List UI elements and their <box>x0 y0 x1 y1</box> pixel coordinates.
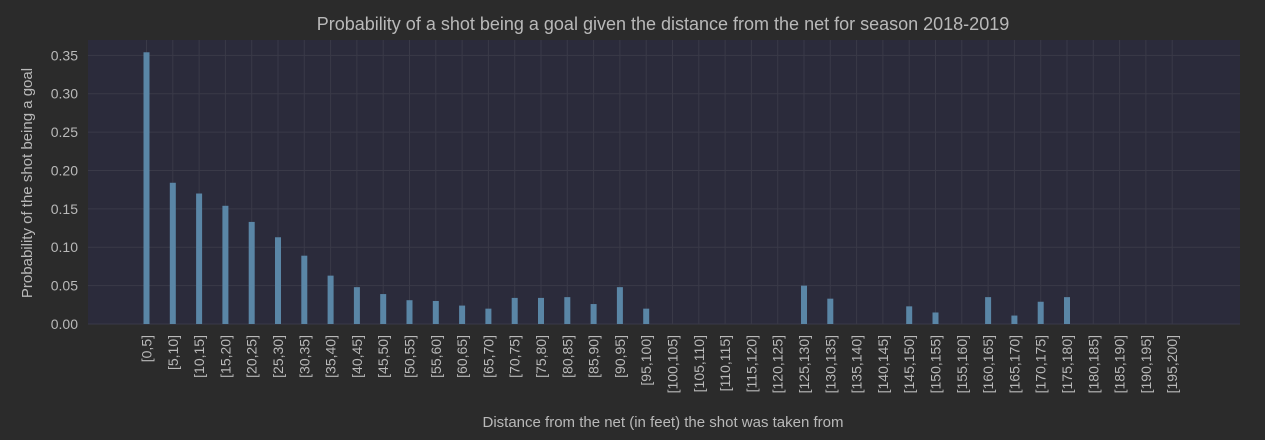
x-tick-label: [175,180] <box>1059 335 1075 393</box>
x-tick-label: [5,10] <box>165 335 181 370</box>
y-tick-label: 0.35 <box>51 47 78 63</box>
x-tick-label: [65,70] <box>480 335 496 378</box>
x-tick-label: [115,120] <box>743 335 759 392</box>
bar-30 <box>932 312 939 324</box>
x-axis-ticks: [0,5] [5,10] [10,15] [15,20] [20,25] [25,30] [… <box>139 335 1181 393</box>
x-tick-label: [185,190] <box>1112 335 1128 393</box>
bar-7 <box>327 275 334 324</box>
x-tick-label: [140,145] <box>875 335 891 393</box>
bar-4 <box>248 221 255 324</box>
x-tick-label: [15,20] <box>217 335 233 378</box>
x-tick-label: [165,170] <box>1006 335 1022 393</box>
x-tick-label: [90,95] <box>612 335 628 378</box>
bar-32 <box>985 297 992 324</box>
bar-34 <box>1037 301 1044 324</box>
y-tick-label: 0.00 <box>51 316 78 332</box>
bar-11 <box>432 300 439 324</box>
x-tick-label: [45,50] <box>375 335 391 378</box>
chart-title: Probability of a shot being a goal given… <box>317 14 1009 34</box>
bar-18 <box>616 287 623 324</box>
y-tick-label: 0.15 <box>51 201 78 217</box>
bar-25 <box>801 285 807 324</box>
bar-0 <box>143 52 150 325</box>
x-tick-label: [180,185] <box>1085 335 1101 393</box>
bar-14 <box>511 297 518 324</box>
bars <box>143 52 1070 325</box>
bar-1 <box>169 182 176 324</box>
x-tick-label: [190,195] <box>1138 335 1154 393</box>
bar-8 <box>353 287 360 324</box>
bar-16 <box>564 297 571 324</box>
bar-19 <box>643 308 650 324</box>
x-tick-label: [55,60] <box>428 335 444 378</box>
x-tick-label: [170,175] <box>1033 335 1049 393</box>
x-tick-label: [30,35] <box>296 335 312 378</box>
y-tick-label: 0.30 <box>51 86 78 102</box>
y-tick-label: 0.10 <box>51 239 78 255</box>
bar-35 <box>1064 297 1070 324</box>
bar-2 <box>196 193 203 324</box>
bar-17 <box>590 304 597 324</box>
x-tick-label: [70,75] <box>507 335 523 378</box>
x-tick-label: [75,80] <box>533 335 549 378</box>
x-tick-label: [125,130] <box>796 335 812 393</box>
x-tick-label: [130,135] <box>822 335 838 393</box>
bar-5 <box>275 237 281 324</box>
bar-3 <box>222 205 229 324</box>
x-tick-label: [155,160] <box>954 335 970 393</box>
x-axis-label: Distance from the net (in feet) the shot… <box>483 414 844 431</box>
x-tick-label: [40,45] <box>349 335 365 378</box>
x-tick-label: [105,110] <box>691 335 707 392</box>
x-tick-label: [80,85] <box>559 335 575 378</box>
x-tick-label: [150,155] <box>928 335 944 393</box>
bar-9 <box>380 294 387 324</box>
bar-10 <box>406 300 413 324</box>
bar-29 <box>906 306 913 324</box>
x-tick-label: [145,150] <box>901 335 917 393</box>
y-tick-label: 0.25 <box>51 124 78 140</box>
y-axis-label: Probability of the shot being a goal <box>19 68 36 298</box>
x-tick-label: [160,165] <box>980 335 996 393</box>
x-tick-label: [120,125] <box>770 335 786 393</box>
x-tick-label: [10,15] <box>191 335 207 378</box>
x-tick-label: [25,30] <box>270 335 286 378</box>
x-tick-label: [85,90] <box>586 335 602 378</box>
y-tick-label: 0.05 <box>51 278 78 294</box>
x-tick-label: [110,115] <box>717 335 733 391</box>
x-tick-label: [60,65] <box>454 335 470 378</box>
bar-15 <box>538 297 544 324</box>
bar-12 <box>459 305 466 324</box>
bar-13 <box>485 308 492 324</box>
bar-33 <box>1011 315 1018 324</box>
y-axis-ticks: 0.00 0.05 0.10 0.15 0.20 0.25 0.30 0.35 <box>51 47 78 332</box>
x-tick-label: [95,100] <box>638 335 654 386</box>
y-tick-label: 0.20 <box>51 162 78 178</box>
x-tick-label: [35,40] <box>323 335 339 378</box>
bar-6 <box>301 255 308 324</box>
x-tick-label: [50,55] <box>402 335 418 378</box>
x-tick-label: [100,105] <box>665 335 681 393</box>
x-tick-label: [195,200] <box>1164 335 1180 393</box>
x-tick-label: [135,140] <box>849 335 865 393</box>
x-tick-label: [0,5] <box>139 335 155 362</box>
x-tick-label: [20,25] <box>244 335 260 378</box>
bar-26 <box>827 298 834 324</box>
